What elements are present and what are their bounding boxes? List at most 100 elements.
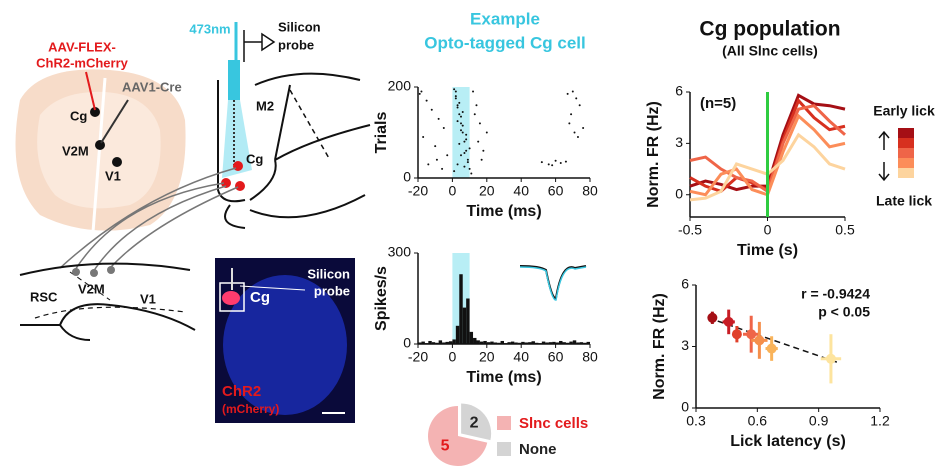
legend-label: None xyxy=(519,441,557,458)
y-axis-label: Trials xyxy=(373,112,390,154)
bar xyxy=(528,342,532,344)
point xyxy=(460,122,462,125)
stain-label: ChR2 xyxy=(222,383,261,400)
stain-label: (mCherry) xyxy=(222,402,279,416)
y-tick-label: 0 xyxy=(681,399,689,415)
legend-label: Slnc cells xyxy=(519,415,588,432)
point xyxy=(478,122,481,125)
point xyxy=(466,161,469,164)
point xyxy=(461,131,464,134)
annotation: p < 0.05 xyxy=(818,304,870,320)
point xyxy=(427,163,430,166)
colorbar-cell xyxy=(898,128,914,138)
legend-swatch xyxy=(497,442,511,456)
bar xyxy=(538,343,542,344)
bar xyxy=(552,341,556,344)
point xyxy=(456,106,459,109)
bar xyxy=(459,274,463,344)
probe-label: probe xyxy=(314,283,350,298)
site-v1 xyxy=(112,157,122,167)
x-tick-label: 0 xyxy=(449,183,457,199)
point xyxy=(465,138,468,141)
x-tick-label: 1.2 xyxy=(870,413,890,429)
bar xyxy=(448,341,453,344)
point xyxy=(422,136,425,139)
bar xyxy=(524,342,529,344)
pipette-grey xyxy=(100,99,129,144)
point xyxy=(468,147,471,150)
bar xyxy=(521,341,525,344)
tissue xyxy=(223,275,347,415)
x-tick-label: -20 xyxy=(408,349,428,365)
point xyxy=(468,167,471,170)
point xyxy=(578,104,581,107)
site xyxy=(72,268,80,276)
point xyxy=(723,316,734,327)
point xyxy=(463,165,466,168)
chart-title: Opto-tagged Cg cell xyxy=(424,33,586,52)
pie-slice xyxy=(428,406,488,466)
point xyxy=(465,133,468,136)
region-label: V1 xyxy=(105,168,121,183)
bar xyxy=(424,343,429,344)
point xyxy=(441,167,444,170)
bar xyxy=(545,342,549,344)
site-v2m xyxy=(95,140,105,150)
point xyxy=(418,92,421,95)
point xyxy=(458,113,461,116)
region-label: M2 xyxy=(256,98,274,113)
cell xyxy=(221,178,231,188)
point xyxy=(454,90,457,93)
bar xyxy=(504,343,508,344)
bar xyxy=(479,341,484,344)
point xyxy=(461,124,464,127)
bar xyxy=(476,340,480,344)
point xyxy=(454,97,457,100)
y-axis-label: Norm. FR (Hz) xyxy=(651,293,668,400)
point xyxy=(568,122,571,125)
point xyxy=(766,343,777,354)
x-tick-label: -20 xyxy=(408,183,428,199)
bar xyxy=(583,342,587,344)
bar xyxy=(421,341,425,344)
x-tick-label: 80 xyxy=(582,349,598,365)
bar xyxy=(497,342,501,344)
x-tick-label: 0.5 xyxy=(835,222,855,238)
x-tick-label: 0 xyxy=(449,349,457,365)
colorbar-cell xyxy=(898,168,914,178)
arrow-up xyxy=(878,130,890,150)
point xyxy=(463,151,466,154)
point xyxy=(453,88,456,91)
y-tick-label: 300 xyxy=(388,244,412,260)
point xyxy=(731,329,742,340)
x-tick-label: 60 xyxy=(548,183,564,199)
bar xyxy=(490,341,494,344)
region-label: V2M xyxy=(78,281,105,296)
boundary xyxy=(34,306,186,319)
legend-swatch xyxy=(497,416,511,430)
point xyxy=(461,111,464,114)
point xyxy=(460,154,462,157)
bar xyxy=(514,342,518,344)
x-axis-label: Time (s) xyxy=(737,242,798,259)
stim-shade xyxy=(452,87,470,178)
bar xyxy=(435,342,439,344)
pipette-red xyxy=(85,71,96,111)
point xyxy=(485,131,488,134)
legend-top: Early lick xyxy=(873,103,935,119)
point xyxy=(576,136,579,139)
arrow-down xyxy=(878,162,890,182)
point xyxy=(547,163,550,166)
bar xyxy=(579,342,584,344)
bar xyxy=(576,342,580,344)
bar xyxy=(445,341,449,344)
region-label: V2M xyxy=(62,143,89,158)
pointer xyxy=(239,285,306,291)
x-axis-label: Time (ms) xyxy=(466,369,541,386)
point xyxy=(554,159,557,162)
colorbar-cell xyxy=(898,138,914,148)
x-tick-label: 0.6 xyxy=(748,413,768,429)
bar xyxy=(483,340,487,344)
point xyxy=(425,99,428,102)
site xyxy=(107,266,115,274)
